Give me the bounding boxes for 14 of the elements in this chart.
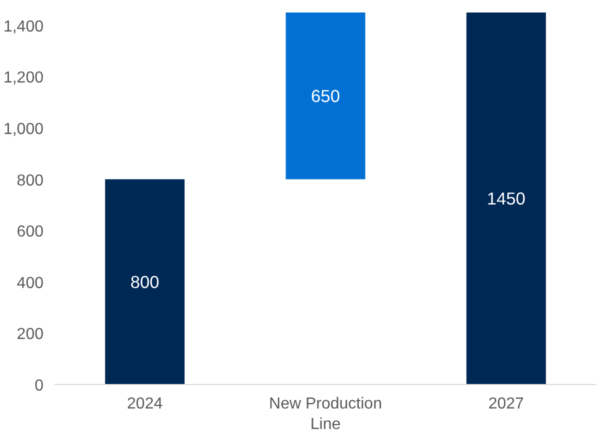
y-tick-label: 0 (34, 378, 44, 394)
y-tick-label: 800 (16, 172, 44, 190)
y-tick-label: 600 (16, 224, 44, 241)
x-tick-label: 2027 (488, 396, 524, 412)
data-label: 800 (130, 272, 160, 292)
data-label: 1450 (486, 188, 526, 208)
y-tick-label: 400 (16, 274, 44, 292)
data-label: 650 (311, 86, 340, 106)
x-tick-label: 2024 (127, 396, 163, 412)
y-tick-label: 1,000 (3, 120, 44, 138)
x-tick-label: New Production Line (269, 396, 382, 433)
y-tick-label: 200 (16, 326, 44, 344)
y-tick-label: 1,200 (3, 70, 44, 87)
y-tick-label: 1,400 (3, 18, 44, 36)
